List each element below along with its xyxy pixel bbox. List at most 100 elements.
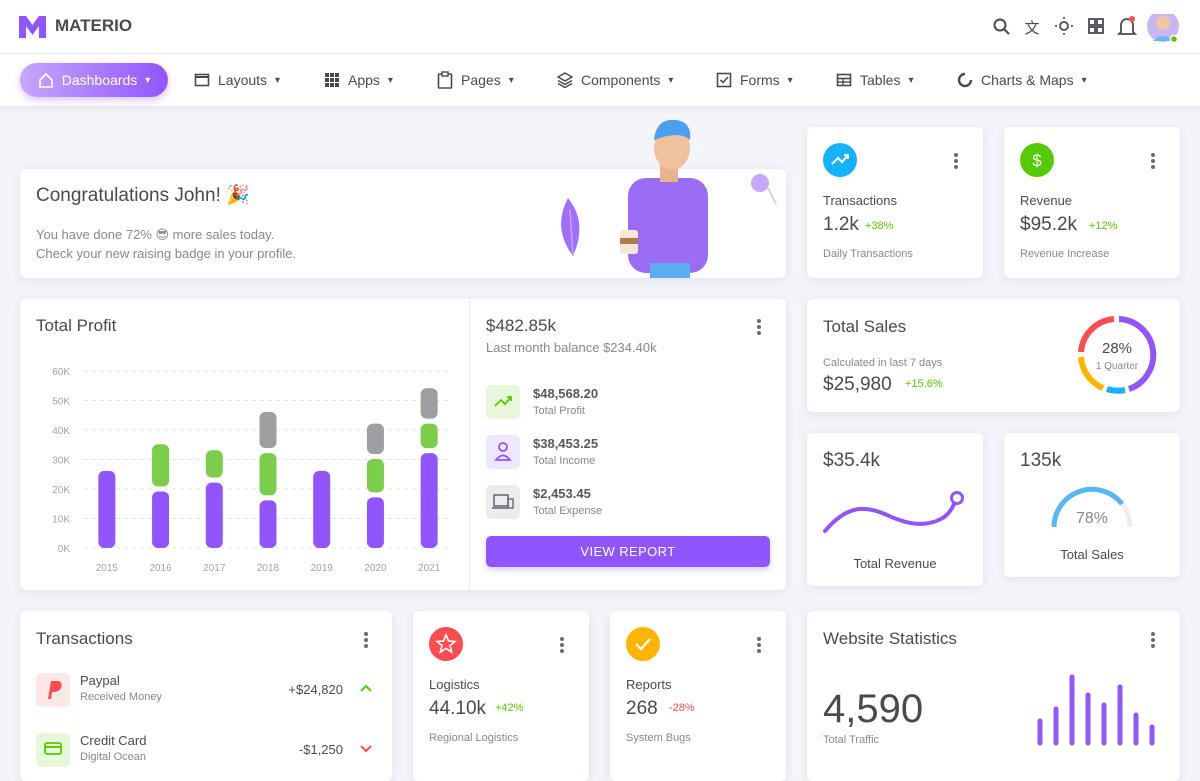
nav-item[interactable]: Charts & Maps ▾ xyxy=(957,63,1087,97)
balance-subtitle: Last month balance $234.40k xyxy=(486,340,657,355)
transactions-list-card: Transactions Paypal Received Money +$24,… xyxy=(20,611,392,781)
nav-item[interactable]: Tables ▾ xyxy=(836,63,914,97)
item-amount: $2,453.45 xyxy=(533,486,591,501)
stat-icon xyxy=(626,627,660,661)
stat-change: +38% xyxy=(865,220,894,232)
svg-text:文: 文 xyxy=(1024,20,1039,37)
card-title: Website Statistics xyxy=(823,629,957,648)
congrats-line: Check your new raising badge in your pro… xyxy=(36,246,297,261)
item-amount: $48,568.20 xyxy=(533,386,599,401)
svg-text:$: $ xyxy=(1032,151,1042,170)
item-label: Total Expense xyxy=(533,505,603,517)
reports-card: Reports 268 -28% System Bugs xyxy=(610,611,786,781)
stat-title: Logistics xyxy=(429,677,480,692)
bar-segment xyxy=(205,482,223,548)
stat-caption: Daily Transactions xyxy=(823,248,913,260)
transaction-name: Paypal xyxy=(80,673,120,688)
item-label: Total Profit xyxy=(533,405,585,417)
nav-label: Tables xyxy=(860,72,901,88)
sales-caption: Calculated in last 7 days xyxy=(823,357,943,369)
stat-icon xyxy=(429,627,463,661)
bar-segment xyxy=(98,470,116,548)
revenue-mini-card: $35.4k Total Revenue xyxy=(807,433,983,586)
toolbar-icons[interactable]: 文 xyxy=(990,14,1190,44)
sales-value: $25,980 xyxy=(823,374,892,395)
card-title: Total Profit xyxy=(36,316,117,335)
nav-bar xyxy=(0,54,1200,106)
mini-value: 135k xyxy=(1020,450,1062,471)
stat-value: 44.10k xyxy=(429,698,487,719)
y-tick-label: 20K xyxy=(52,485,70,496)
nav-label: Components xyxy=(581,72,661,88)
stat-value: 268 xyxy=(626,698,658,719)
nav-item[interactable]: Apps ▾ xyxy=(324,63,393,97)
balance-amount: $482.85k xyxy=(486,316,556,335)
kebab-menu[interactable] xyxy=(757,319,761,337)
stat-change: -28% xyxy=(669,702,695,714)
nav-label: Layouts xyxy=(218,72,268,88)
sales-change: +15.6% xyxy=(905,378,943,390)
stat-change: +42% xyxy=(495,702,524,714)
transaction-detail: Received Money xyxy=(80,691,162,703)
nav-item[interactable]: Pages ▾ xyxy=(437,63,514,97)
kebab-menu[interactable] xyxy=(1151,632,1155,650)
bar-segment xyxy=(420,423,438,449)
kebab-menu[interactable] xyxy=(954,153,958,171)
stat-caption: System Bugs xyxy=(626,732,691,744)
kebab-menu[interactable] xyxy=(1151,153,1155,171)
nav-label: Charts & Maps xyxy=(981,72,1074,88)
up-chevron xyxy=(360,684,372,692)
nav-icon xyxy=(836,73,852,87)
y-tick-label: 0K xyxy=(58,544,71,555)
bar-segment xyxy=(366,497,384,548)
sales-mini-card: 135k 78% Total Sales xyxy=(1004,433,1180,577)
view-report-button[interactable]: VIEW REPORT xyxy=(486,536,770,567)
stat-caption: Regional Logistics xyxy=(429,732,519,744)
transaction-amount: -$1,250 xyxy=(298,742,343,757)
nav-icon xyxy=(325,73,339,87)
total-sales-card: Total Sales Calculated in last 7 days $2… xyxy=(807,299,1180,412)
stat-icon: $ xyxy=(1020,143,1054,177)
bar-segment xyxy=(205,450,223,478)
donut-label: 1 Quarter xyxy=(1095,361,1139,372)
logistics-card: Logistics 44.10k +42% Regional Logistics xyxy=(413,611,589,781)
stat-title: Reports xyxy=(626,677,672,692)
revenue-sparkline xyxy=(823,491,964,533)
transactions-stat-card: Transactions 1.2k +38% Daily Transaction… xyxy=(807,127,983,278)
item-amount: $38,453.25 xyxy=(533,436,599,451)
nav-item-active[interactable]: Dashboards ▾ xyxy=(20,63,168,97)
stat-title: Revenue xyxy=(1020,193,1073,208)
kebab-menu[interactable] xyxy=(560,637,564,655)
kebab-menu[interactable] xyxy=(757,637,761,655)
stat-icon xyxy=(823,143,857,177)
kebab-menu[interactable] xyxy=(364,632,368,650)
nav-item[interactable]: Layouts ▾ xyxy=(194,63,280,97)
revenue-stat-card: $ Revenue $95.2k +12% Revenue Increase xyxy=(1004,127,1180,278)
bar-segment xyxy=(259,500,277,548)
stat-change: +12% xyxy=(1089,220,1118,232)
x-tick-label: 2019 xyxy=(311,563,334,574)
x-tick-label: 2020 xyxy=(364,563,387,574)
donut-value: 28% xyxy=(1101,340,1133,357)
bar-segment xyxy=(152,491,170,548)
bar-segment xyxy=(259,411,277,449)
stat-value: 1.2k xyxy=(823,214,859,235)
nav-item[interactable]: Components ▾ xyxy=(557,63,673,97)
y-tick-label: 40K xyxy=(52,426,70,437)
bar-segment xyxy=(313,470,331,548)
item-icons xyxy=(486,385,520,519)
top-bar: MATERIO 文 xyxy=(0,0,1200,54)
congrats-line: You have done 72% 😎 more sales today. xyxy=(36,227,275,242)
website-statistics-card: Website Statistics 4,590 Total Traffic xyxy=(807,611,1180,781)
nav-icon xyxy=(716,72,732,88)
x-tick-label: 2016 xyxy=(149,563,172,574)
nav-item[interactable]: Forms ▾ xyxy=(716,63,793,97)
profit-chart: 0K 10K 20K 30K 40K 50K 60K 2015 2016 2017 2018 2019… xyxy=(52,367,452,574)
total-profit-card: Total Profit 0K 10K 20K 30K 40K 50K 60K 2015 201… xyxy=(20,299,786,590)
transaction-amount: +$24,820 xyxy=(288,682,343,697)
traffic-bars xyxy=(1037,674,1155,746)
y-tick-label: 60K xyxy=(52,367,70,378)
logo xyxy=(19,16,46,38)
